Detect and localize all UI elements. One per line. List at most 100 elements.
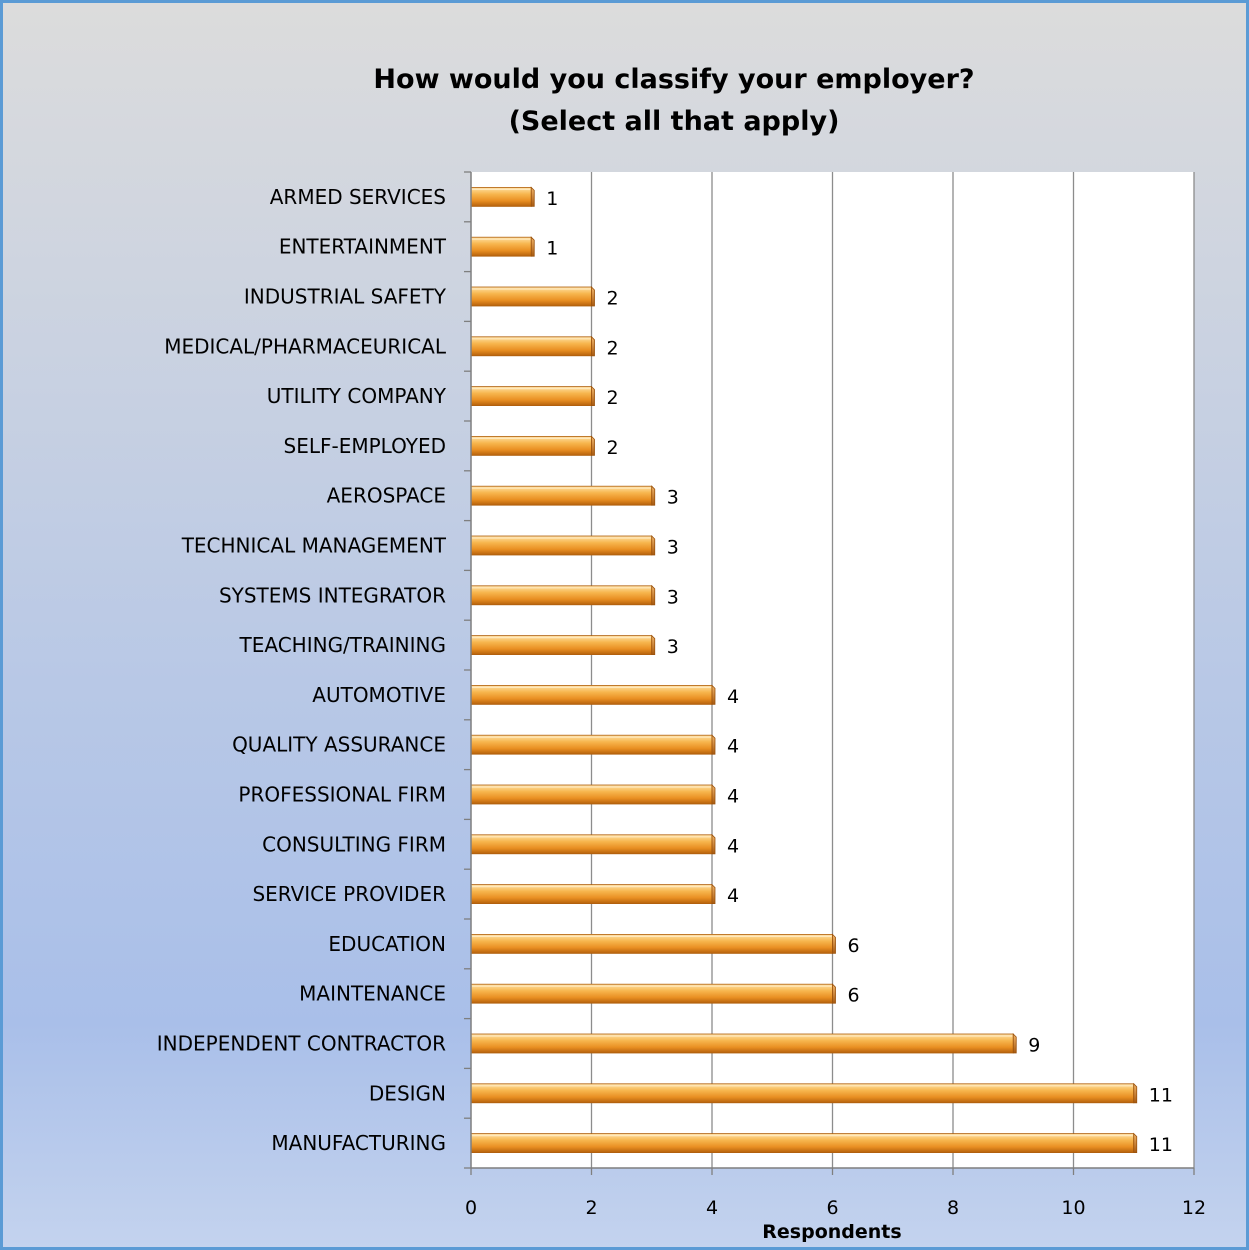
bar-end-cap [711, 684, 716, 705]
category-label: PROFESSIONAL FIRM [238, 783, 446, 807]
x-tick-label: 8 [947, 1197, 959, 1219]
bar [470, 685, 713, 705]
bar [470, 435, 592, 456]
data-label: 2 [607, 337, 619, 359]
bar-group [470, 983, 836, 1004]
bar-group [470, 186, 535, 207]
bar-end-cap [1012, 1033, 1017, 1054]
bar-group [470, 784, 716, 805]
bar-end-cap [832, 933, 836, 954]
x-tick-label: 10 [1061, 1197, 1085, 1219]
x-tick-label: 6 [826, 1197, 838, 1219]
data-label: 4 [727, 736, 739, 758]
bar-end-cap [591, 286, 595, 307]
bar [470, 585, 653, 606]
category-label: UTILITY COMPANY [267, 384, 447, 408]
data-label: 11 [1149, 1084, 1173, 1106]
category-label: ARMED SERVICES [270, 185, 446, 209]
bar [470, 884, 713, 904]
data-label: 2 [607, 288, 619, 310]
bar-group [470, 684, 716, 705]
bar [470, 485, 653, 506]
x-tick-label: 4 [706, 1197, 718, 1219]
category-label: MEDICAL/PHARMACEURICAL [164, 334, 447, 358]
chart-title-line-2: (Select all that apply) [509, 106, 840, 137]
bar [470, 983, 833, 1004]
bar-group [470, 1082, 1138, 1104]
bar-end-cap [591, 335, 595, 357]
bar-group [470, 286, 595, 307]
bar-group [470, 335, 595, 357]
bar-group [470, 933, 836, 954]
bar [470, 535, 653, 556]
category-label: SELF-EMPLOYED [284, 434, 446, 458]
bar-group [470, 883, 716, 904]
bar-group [470, 734, 716, 755]
axes: 0 2 4 6 8 10 12 ARMED SERVICES 1 ENTERTAINMENT 1 IN… [157, 171, 1206, 1219]
data-label: 6 [848, 935, 860, 957]
bar [470, 1133, 1135, 1153]
data-label: 2 [607, 437, 619, 459]
data-label: 4 [727, 686, 739, 708]
bar-group [470, 535, 656, 556]
category-label: CONSULTING FIRM [262, 832, 446, 856]
category-label: ENTERTAINMENT [279, 235, 447, 259]
data-label: 4 [727, 835, 739, 857]
category-label: QUALITY ASSURANCE [232, 733, 446, 757]
category-label: MANUFACTURING [271, 1131, 446, 1155]
data-label: 1 [546, 188, 558, 210]
bar-end-cap [711, 833, 716, 855]
bar-group [470, 584, 656, 606]
bar [470, 1083, 1135, 1104]
data-label: 9 [1028, 1035, 1040, 1057]
category-label: INDUSTRIAL SAFETY [244, 285, 447, 309]
category-label: DESIGN [369, 1081, 446, 1105]
category-label: AUTOMOTIVE [312, 683, 446, 707]
data-label: 2 [607, 387, 619, 409]
data-label: 6 [848, 985, 860, 1007]
bar [470, 236, 532, 257]
bar [470, 1033, 1014, 1054]
data-label: 3 [667, 537, 679, 559]
chart-title-line-1: How would you classify your employer? [373, 64, 974, 95]
category-label: EDUCATION [328, 932, 446, 956]
bar [470, 934, 833, 954]
bar-group [470, 1033, 1017, 1054]
bar-group [470, 385, 595, 407]
bar [470, 336, 592, 357]
category-label: TECHNICAL MANAGEMENT [181, 534, 447, 558]
bar [470, 734, 713, 755]
data-label: 4 [727, 786, 739, 808]
bar-end-cap [651, 535, 656, 556]
bar-end-cap [651, 485, 656, 506]
bar-end-cap [591, 385, 595, 407]
x-tick-label: 12 [1182, 1197, 1206, 1219]
x-axis-title: Respondents [762, 1221, 901, 1243]
data-label: 3 [667, 586, 679, 608]
bar-end-cap [711, 784, 716, 805]
category-label: SERVICE PROVIDER [252, 882, 446, 906]
bar-end-cap [651, 584, 656, 606]
bar-end-cap [711, 734, 716, 755]
bar-group [470, 435, 595, 456]
bar-end-cap [711, 883, 716, 904]
bar [470, 386, 592, 407]
bar-group [470, 485, 656, 506]
data-label: 11 [1149, 1134, 1173, 1156]
bar-end-cap [1133, 1082, 1138, 1104]
category-label: AEROSPACE [327, 484, 446, 508]
x-tick-label: 0 [465, 1197, 477, 1219]
data-label: 1 [546, 238, 558, 260]
category-label: MAINTENANCE [299, 982, 446, 1006]
category-label: INDEPENDENT CONTRACTOR [157, 1032, 446, 1056]
bar-end-cap [1133, 1132, 1138, 1153]
bars [470, 186, 1138, 1153]
data-label: 4 [727, 885, 739, 907]
data-label: 3 [667, 487, 679, 509]
bar-group [470, 833, 716, 855]
data-label: 3 [667, 636, 679, 658]
bar [470, 784, 713, 805]
bar-group [470, 634, 656, 655]
